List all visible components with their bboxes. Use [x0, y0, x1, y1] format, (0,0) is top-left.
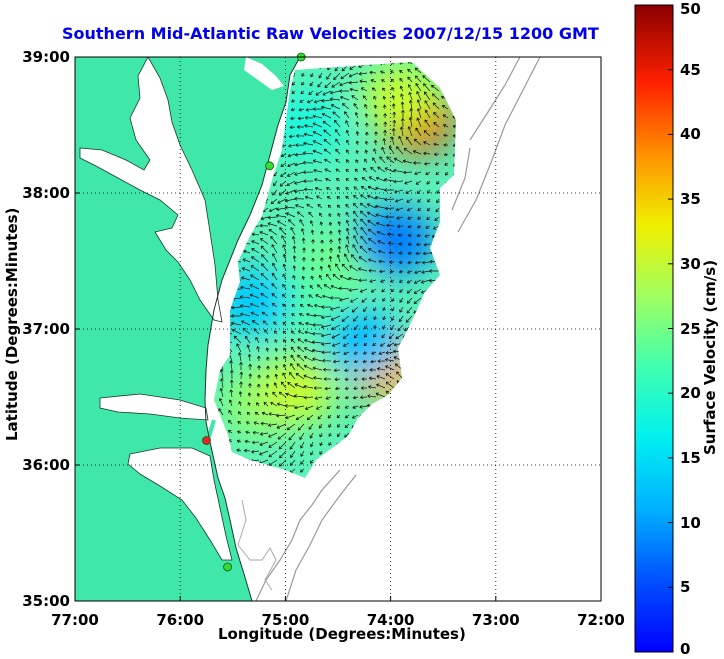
radar-station-marker	[202, 436, 211, 445]
x-tick-label: 74:00	[366, 611, 415, 629]
colorbar-tick-label: 10	[680, 513, 701, 532]
radar-station-marker	[265, 161, 275, 171]
x-tick-label: 76:00	[156, 611, 205, 629]
colorbar-tick-label: 45	[680, 60, 701, 79]
x-tick-label: 77:00	[51, 611, 99, 629]
colorbar-tick-label: 20	[680, 384, 701, 403]
bay-shoreline	[79, 57, 223, 323]
delaware-bay	[244, 57, 284, 90]
y-tick-label: 36:00	[22, 456, 70, 474]
colorbar-tick-label: 35	[680, 190, 701, 209]
colorbar-tick-label: 25	[680, 319, 701, 338]
bathymetry-contour	[451, 57, 541, 233]
colorbar-tick-label: 5	[680, 578, 691, 597]
bathymetry-contour	[255, 469, 357, 601]
chesapeake-bay	[80, 57, 222, 322]
x-tick-label: 75:00	[261, 611, 310, 629]
y-axis-label: Latitude (Degrees:Minutes)	[3, 207, 21, 441]
map-title: Southern Mid-Atlantic Raw Velocities 200…	[62, 24, 599, 43]
colorbar-tick-label: 0	[680, 640, 691, 658]
radar-station-marker	[223, 562, 232, 572]
x-tick-label: 72:00	[577, 611, 625, 629]
y-tick-label: 38:00	[22, 184, 70, 202]
sound-shoreline	[99, 393, 233, 561]
velocity-blob	[257, 356, 334, 425]
bathymetry-contour	[237, 499, 277, 591]
colorbar-tick-label: 40	[680, 125, 701, 144]
colorbar-tick-label: 50	[680, 0, 701, 18]
x-tick-label: 73:00	[471, 611, 520, 629]
velocity-blob	[326, 308, 403, 377]
grid-lines	[75, 57, 601, 601]
pamlico-sound	[128, 448, 232, 560]
y-tick-label: 39:00	[22, 48, 70, 66]
colorbar	[634, 4, 674, 653]
coastline	[204, 57, 301, 601]
colorbar-tick-label: 15	[680, 448, 701, 467]
y-tick-label: 35:00	[22, 592, 70, 610]
colorbar-label: Surface Velocity (cm/s)	[701, 259, 719, 455]
x-axis-label: Longitude (Degrees:Minutes)	[218, 625, 466, 643]
colorbar-tick-label: 30	[680, 254, 701, 273]
y-tick-label: 37:00	[22, 320, 70, 338]
